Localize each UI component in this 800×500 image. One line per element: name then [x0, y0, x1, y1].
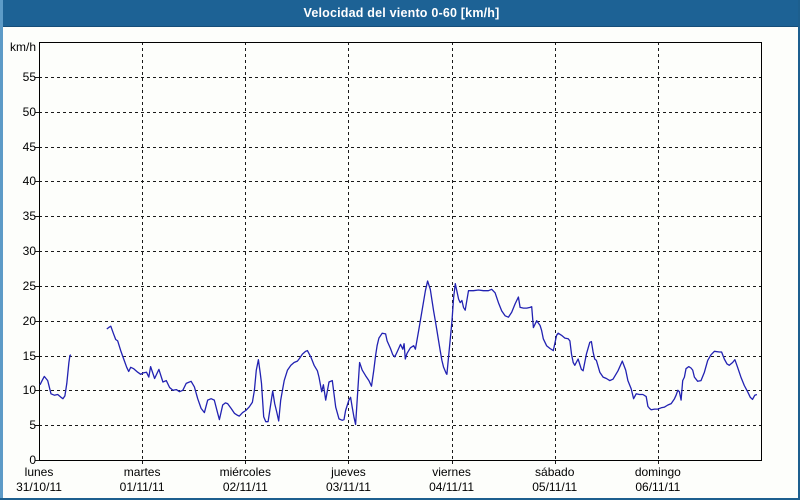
y-tick-label: 10	[22, 383, 36, 398]
day-name-label: lunes	[24, 465, 54, 479]
chart-title-bar: Velocidad del viento 0-60 [km/h]	[3, 0, 800, 27]
plot-border	[39, 42, 762, 461]
day-date-label: 02/11/11	[222, 480, 268, 494]
y-tick-label: 25	[22, 278, 36, 293]
y-tick-label: 50	[22, 104, 36, 119]
day-date-label: 05/11/11	[532, 480, 578, 494]
frame-right-edge	[798, 0, 800, 500]
y-axis-unit-label: km/h	[9, 40, 36, 54]
day-date-label: 01/11/11	[119, 480, 165, 494]
day-date-label: 06/11/11	[635, 480, 681, 494]
day-name-label: miércoles	[219, 465, 271, 479]
y-tick-label: 0	[29, 453, 36, 467]
y-tick-label: 15	[22, 348, 36, 363]
day-name-label: domingo	[634, 465, 681, 479]
day-name-label: jueves	[331, 465, 366, 479]
day-name-label: martes	[123, 465, 161, 479]
y-tick-label: 55	[22, 69, 36, 84]
y-tick-label: 20	[22, 313, 36, 328]
y-tick-label: 35	[22, 209, 36, 224]
wind-speed-line	[39, 354, 72, 400]
y-tick-label: 5	[29, 418, 36, 433]
day-name-label: viernes	[432, 465, 471, 479]
y-tick-label: 30	[22, 244, 36, 258]
wind-speed-line	[106, 280, 758, 426]
frame-left-edge	[0, 0, 3, 500]
day-date-label: 03/11/11	[325, 480, 371, 494]
y-tick-label: 40	[22, 174, 36, 189]
day-date-label: 31/10/11	[16, 480, 62, 494]
day-date-label: 04/11/11	[429, 480, 475, 494]
y-tick-label: 45	[22, 139, 36, 154]
frame-bottom-edge	[0, 498, 800, 500]
chart-title: Velocidad del viento 0-60 [km/h]	[303, 6, 500, 20]
day-name-label: sábado	[535, 465, 575, 479]
